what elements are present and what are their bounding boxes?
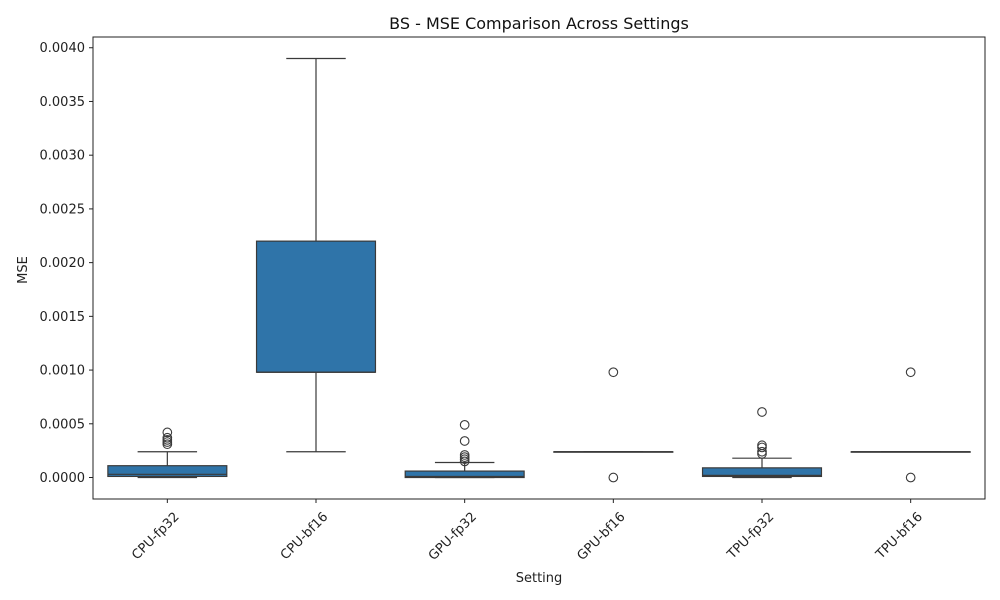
outlier-point	[905, 472, 916, 483]
y-tick-label: 0.0015	[40, 310, 86, 325]
outlier-point	[162, 432, 173, 443]
box-TPU-fp32	[701, 467, 823, 478]
y-tick-label: 0.0010	[40, 364, 86, 379]
x-tick-label: CPU-fp32	[129, 510, 182, 563]
outlier-point	[459, 436, 470, 446]
x-tick-label: TPU-fp32	[724, 510, 777, 563]
outlier-point	[459, 450, 470, 460]
y-tick-label: 0.0020	[40, 256, 86, 271]
plot-frame	[92, 36, 986, 500]
outlier-point	[608, 367, 619, 378]
x-axis-label: Setting	[516, 571, 563, 586]
plot-area: 0.0000 0.0005 0.0010 0.0015 0.0020 0.0025 0.00…	[40, 36, 986, 564]
outlier-point	[905, 367, 916, 378]
x-tick-label: TPU-bf16	[873, 510, 926, 563]
box-GPU-fp32	[404, 470, 525, 479]
outlier-point	[459, 420, 470, 430]
x-tick-label: CPU-bf16	[278, 510, 331, 563]
box-CPU-bf16	[255, 240, 377, 373]
y-tick-label: 0.0000	[40, 471, 86, 486]
outlier-point	[757, 440, 767, 451]
x-tick-label: GPU-bf16	[575, 510, 629, 564]
x-tick-label: GPU-fp32	[426, 510, 480, 564]
outlier-point	[608, 472, 619, 483]
outlier-point	[162, 427, 173, 438]
y-tick-label: 0.0040	[40, 41, 86, 56]
outlier-point	[757, 446, 767, 457]
chart-title: BS - MSE Comparison Across Settings	[389, 14, 689, 33]
y-axis-label: MSE	[16, 256, 31, 284]
y-tick-label: 0.0005	[40, 417, 86, 432]
y-tick-label: 0.0035	[40, 95, 86, 110]
y-tick-label: 0.0025	[40, 202, 86, 217]
box-CPU-fp32	[107, 465, 228, 478]
outlier-point	[757, 407, 767, 417]
y-tick-label: 0.0030	[40, 149, 86, 164]
